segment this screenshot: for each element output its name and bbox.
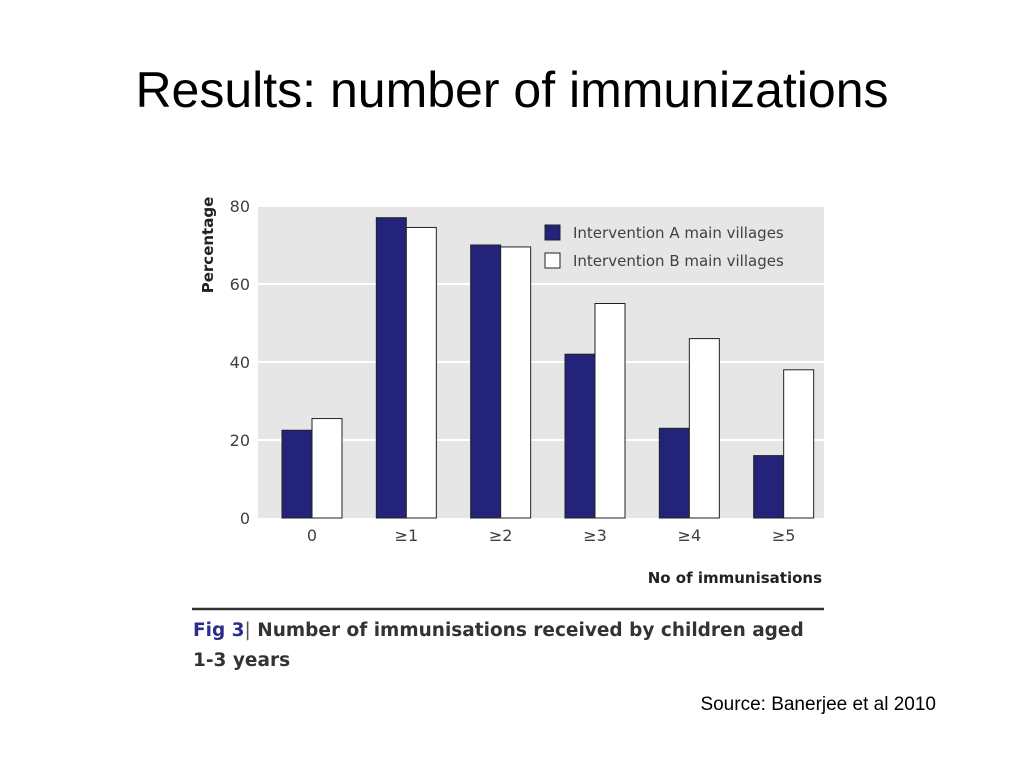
gridlines (258, 205, 824, 441)
bar-series-b (500, 246, 532, 519)
legend-swatch-series-b (544, 252, 561, 269)
slide-title: Results: number of immunizations (135, 62, 889, 118)
legend-label-series-a: Intervention A main villages (573, 224, 784, 242)
y-tick-label: 0 (240, 509, 250, 528)
bar-series-a (564, 353, 596, 519)
bar-series-a (470, 244, 502, 519)
source-citation: Source: Banerjee et al 2010 (700, 694, 936, 715)
bar-series-b (688, 338, 720, 519)
bar-series-a (281, 429, 313, 519)
x-tick-label: 0 (307, 526, 317, 545)
bar-series-b (783, 369, 815, 519)
x-tick-label: ≥1 (395, 526, 419, 545)
bar-series-b (311, 418, 343, 519)
bar-series-b (594, 303, 626, 519)
bar-series-a (658, 427, 690, 519)
caption-text: Number of immunisations received by chil… (193, 620, 804, 671)
y-tick-label: 60 (230, 275, 250, 294)
y-axis-title: Percentage (199, 197, 217, 294)
y-tick-label: 20 (230, 431, 250, 450)
x-tick-label: ≥4 (678, 526, 702, 545)
figure-caption: Fig 3| Number of immunisations received … (193, 616, 823, 676)
bar-series-a (753, 455, 785, 519)
y-tick-label: 80 (230, 197, 250, 216)
bar-series-b (405, 226, 437, 519)
x-axis-ticks: 0 ≥1 ≥2 ≥3 ≥4 ≥5 (307, 526, 796, 545)
y-tick-label: 40 (230, 353, 250, 372)
caption-separator: | (244, 620, 251, 641)
x-tick-label: ≥3 (583, 526, 607, 545)
x-tick-label: ≥5 (772, 526, 796, 545)
figure-label: Fig 3 (193, 620, 245, 641)
chart-legend: Intervention A main villages Interventio… (544, 224, 784, 270)
x-tick-label: ≥2 (489, 526, 513, 545)
legend-label-series-b: Intervention B main villages (573, 252, 784, 270)
y-axis-ticks: 0 20 40 60 80 (230, 197, 250, 528)
bar-series-a (375, 217, 407, 519)
x-axis-title: No of immunisations (648, 569, 822, 587)
legend-swatch-series-a (544, 224, 561, 241)
bars (281, 217, 815, 519)
